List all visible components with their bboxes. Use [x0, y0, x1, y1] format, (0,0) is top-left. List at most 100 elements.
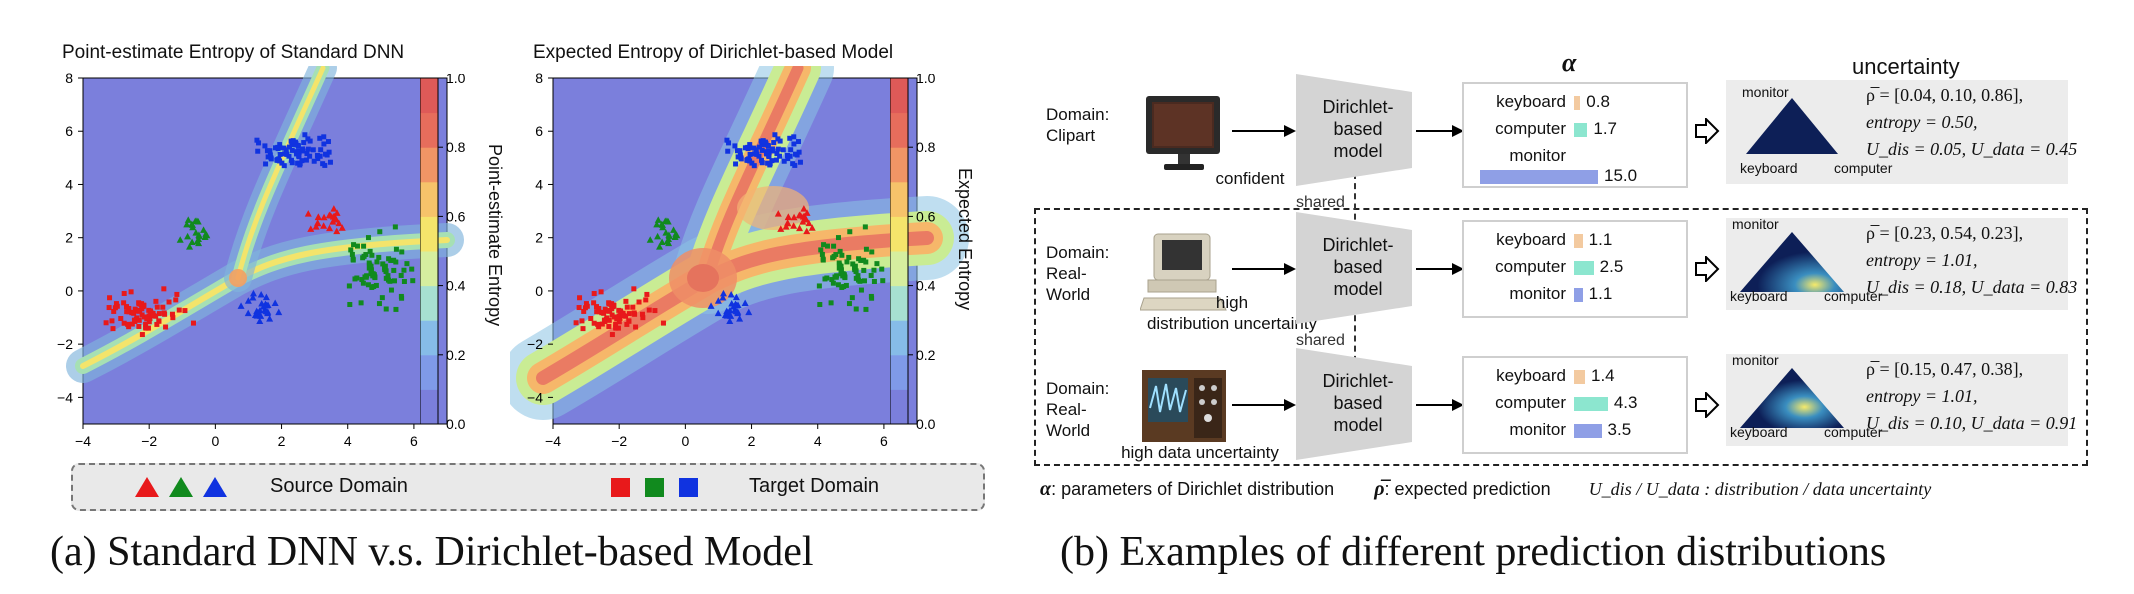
simplex-label-left: keyboard	[1730, 288, 1788, 304]
scatter-point	[109, 318, 115, 324]
scatter-point	[861, 257, 867, 263]
class-name: keyboard	[1496, 230, 1566, 249]
scatter-point	[303, 157, 309, 163]
y-tick-label: 8	[65, 70, 73, 86]
scatter-point	[404, 261, 410, 267]
scatter-point	[354, 275, 360, 281]
alpha-value: 1.7	[1593, 119, 1617, 138]
scatter-point	[665, 232, 673, 239]
scatter-point	[726, 317, 734, 324]
scatter-point	[131, 317, 137, 323]
scatter-point	[126, 306, 132, 312]
scatter-point	[769, 146, 775, 152]
scatter-point	[800, 205, 808, 212]
scatter-point	[184, 216, 192, 223]
model-label: Dirichlet-based model	[1306, 234, 1410, 300]
scatter-point	[346, 283, 352, 289]
scatter-point	[623, 313, 629, 319]
scatter-point	[818, 247, 824, 253]
scatter-point	[725, 148, 731, 154]
alpha-definition: : parameters of Dirichlet distribution	[1051, 479, 1335, 499]
left-x-ticks: −4 −2 0 2 4 6	[75, 424, 418, 449]
scatter-point	[663, 217, 671, 224]
scatter-point	[835, 235, 841, 241]
scatter-point	[598, 289, 604, 295]
scatter-point	[654, 232, 662, 240]
alpha-symbol: α	[1040, 478, 1052, 500]
y-tick-label: 0	[535, 283, 543, 299]
scatter-point	[850, 261, 856, 267]
scatter-point	[124, 309, 130, 315]
colorbar-tick-label: 0.6	[916, 208, 936, 224]
scatter-point	[351, 242, 357, 248]
scatter-point	[609, 332, 615, 338]
scatter-point	[766, 148, 772, 154]
scatter-point	[769, 158, 775, 164]
scatter-point	[136, 323, 142, 329]
scatter-point	[331, 215, 339, 223]
scatter-point	[287, 144, 293, 150]
y-tick-label: −4	[527, 389, 543, 405]
left-y-ticks: 8 6 4 2 0 −2 −4	[57, 70, 83, 405]
scatter-point	[365, 282, 371, 288]
scatter-point	[121, 290, 127, 296]
y-tick-label: −4	[57, 389, 73, 405]
alpha-row: computer 2.5	[1472, 257, 1623, 277]
domain-label-line: Domain:	[1046, 105, 1110, 124]
scatter-point	[862, 224, 868, 230]
entropy-value: entropy = 0.50,	[1866, 112, 1978, 132]
scatter-point	[154, 304, 160, 310]
scatter-point	[311, 158, 317, 164]
x-tick-label: −4	[75, 433, 91, 449]
scatter-point	[114, 303, 120, 309]
scatter-point	[861, 267, 867, 273]
scatter-point	[307, 225, 315, 232]
scatter-point	[784, 213, 792, 220]
y-tick-label: 2	[65, 230, 73, 246]
scatter-point	[824, 275, 830, 281]
scatter-point	[856, 256, 862, 262]
scatter-point	[614, 316, 620, 322]
scatter-point	[714, 297, 722, 304]
scatter-point	[385, 273, 391, 279]
scatter-point	[283, 147, 289, 153]
y-tick-label: 0	[65, 283, 73, 299]
scatter-point	[596, 306, 602, 312]
scatter-point	[335, 219, 343, 227]
scatter-point	[262, 143, 268, 149]
scatter-point	[193, 217, 201, 224]
scatter-point	[580, 326, 586, 332]
scatter-point	[861, 278, 867, 284]
scatter-point	[879, 266, 885, 272]
scatter-point	[606, 323, 612, 329]
scatter-point	[186, 243, 194, 250]
scatter-point	[314, 152, 320, 158]
scatter-point	[721, 311, 729, 319]
scatter-point	[286, 153, 292, 159]
scatter-point	[659, 223, 667, 231]
scatter-point	[320, 222, 328, 229]
colorbar-tick-label: 0.8	[916, 139, 936, 155]
scatter-point	[371, 284, 377, 290]
scatter-point	[321, 134, 327, 140]
scatter-point	[295, 142, 301, 148]
y-tick-label: 8	[535, 70, 543, 86]
scatter-point	[858, 287, 864, 293]
scatter-point	[268, 155, 274, 161]
uncertainty-scores: U_dis = 0.05, U_data = 0.45	[1866, 139, 2078, 159]
scatter-point	[307, 138, 313, 144]
scatter-point	[588, 316, 594, 322]
scatter-point	[360, 255, 366, 261]
uncertainty-definition: U_dis / U_data : distribution / data unc…	[1588, 479, 1932, 499]
scatter-point	[719, 294, 727, 301]
scatter-point	[849, 295, 855, 301]
scatter-point	[838, 269, 844, 275]
scatter-point	[129, 321, 135, 327]
simplex-label-top: monitor	[1742, 84, 1789, 100]
scatter-point	[777, 138, 783, 144]
scatter-point	[254, 137, 260, 143]
scatter-point	[824, 243, 830, 249]
scatter-point	[790, 222, 798, 229]
shared-label: shared	[1296, 194, 1345, 211]
alpha-row: monitor 1.1	[1472, 284, 1612, 304]
